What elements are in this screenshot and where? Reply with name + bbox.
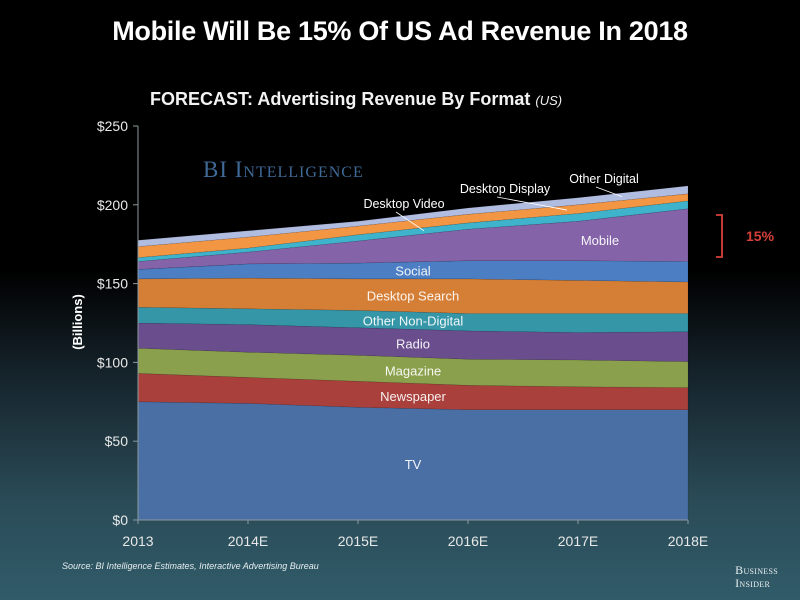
series-label-mobile: Mobile xyxy=(581,233,619,248)
series-label-newspaper: Newspaper xyxy=(380,389,446,404)
chart-title-text: FORECAST: Advertising Revenue By Format xyxy=(150,89,531,109)
chart-title: FORECAST: Advertising Revenue By Format … xyxy=(150,89,562,110)
x-tick-label: 2018E xyxy=(668,533,708,549)
series-label-social: Social xyxy=(395,263,431,278)
series-label-other-digital: Other Digital xyxy=(569,172,638,186)
mobile-share-callout: 15% xyxy=(746,228,775,244)
source-note: Source: BI Intelligence Estimates, Inter… xyxy=(62,561,319,571)
series-label-radio: Radio xyxy=(396,336,430,351)
callout-bracket xyxy=(716,214,723,258)
x-tick-label: 2014E xyxy=(228,533,268,549)
bi-intelligence-watermark: BI Intelligence xyxy=(203,157,364,182)
leader-line-other-digital xyxy=(595,186,623,198)
x-tick-label: 2017E xyxy=(558,533,598,549)
series-label-desktop-display: Desktop Display xyxy=(460,182,551,196)
x-tick-label: 2015E xyxy=(338,533,378,549)
series-label-desktop-video: Desktop Video xyxy=(363,197,444,211)
area-layer xyxy=(137,185,689,521)
y-tick-label: $150 xyxy=(97,276,128,292)
chart-title-unit: (US) xyxy=(535,93,563,108)
y-tick-label: $50 xyxy=(105,433,129,449)
y-axis-label: (Billions) xyxy=(70,294,85,350)
axes-layer: $0 $50 $100 $150 $200 $250 2013 2014E 2015E 2016E… xyxy=(97,118,708,549)
leader-line-desktop-display xyxy=(496,196,568,211)
y-tick-label: $200 xyxy=(97,197,128,213)
y-tick-label: $250 xyxy=(97,118,128,134)
area-other-digital xyxy=(137,185,689,247)
business-insider-logo: Business Insider xyxy=(735,564,778,590)
y-tick-label: $0 xyxy=(112,512,128,528)
y-tick-label: $100 xyxy=(97,354,128,370)
x-tick-label: 2013 xyxy=(122,533,153,549)
main-title: Mobile Will Be 15% Of US Ad Revenue In 2… xyxy=(112,16,688,46)
series-labels-layer: TV Newspaper Magazine Radio Other Non-Digita… xyxy=(363,172,639,472)
series-label-tv: TV xyxy=(405,457,422,472)
brand-line-2: Insider xyxy=(735,576,771,590)
leader-line-desktop-video xyxy=(395,211,425,232)
brand-line-1: Business xyxy=(735,563,778,577)
series-label-desktop-search: Desktop Search xyxy=(367,288,460,303)
x-tick-label: 2016E xyxy=(448,533,488,549)
series-label-other-non-digital: Other Non-Digital xyxy=(363,314,464,329)
series-label-magazine: Magazine xyxy=(385,363,441,378)
